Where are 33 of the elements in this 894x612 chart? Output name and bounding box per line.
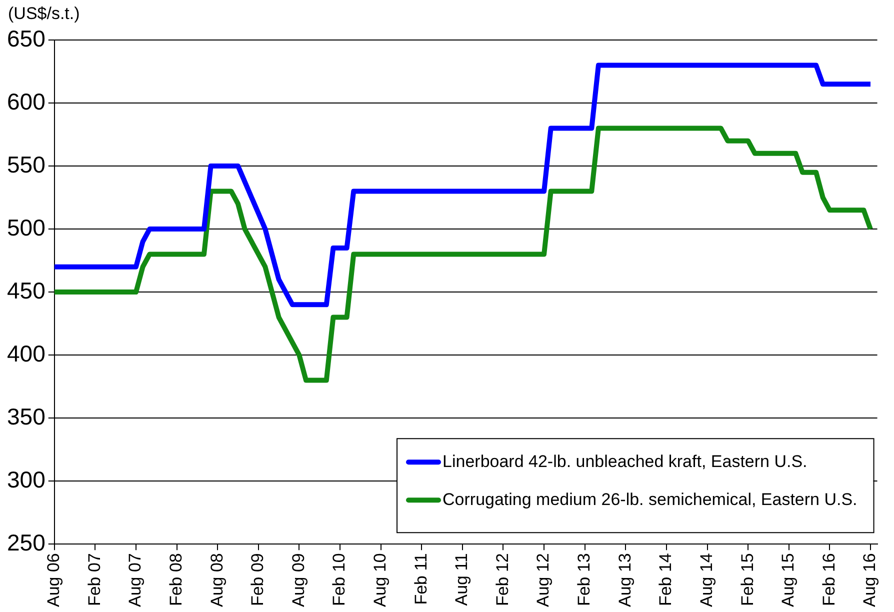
x-tick-label: Feb 07 bbox=[84, 553, 104, 606]
y-tick-label: 500 bbox=[7, 214, 46, 240]
legend-label: Corrugating medium 26-lb. semichemical, Eastern U.S. bbox=[442, 490, 858, 509]
y-tick-label: 650 bbox=[7, 25, 46, 52]
x-tick-label: Aug 13 bbox=[615, 553, 634, 608]
x-tick-label: Aug 11 bbox=[452, 553, 472, 606]
x-tick-label: Aug 16 bbox=[860, 553, 880, 608]
x-tick-label: Feb 10 bbox=[330, 553, 349, 606]
x-tick-label: Feb 08 bbox=[166, 553, 186, 606]
x-tick-label: Aug 10 bbox=[370, 553, 390, 608]
y-tick-label: 450 bbox=[7, 277, 46, 304]
x-tick-label: Feb 14 bbox=[656, 553, 676, 606]
x-tick-label: Aug 09 bbox=[288, 553, 308, 608]
legend-label: Linerboard 42-lb. unbleached kraft, Eastern U.S. bbox=[442, 452, 808, 471]
y-axis-title: (US$/s.t.) bbox=[8, 4, 80, 24]
x-tick-label: Feb 16 bbox=[819, 553, 838, 606]
y-tick-label: 350 bbox=[7, 403, 46, 430]
x-tick-label: Feb 12 bbox=[492, 553, 512, 606]
x-tick-label: Feb 09 bbox=[248, 553, 268, 606]
y-tick-label: 400 bbox=[7, 340, 46, 366]
y-tick-label: 250 bbox=[7, 529, 46, 556]
x-tick-label: Aug 06 bbox=[44, 553, 64, 608]
y-tick-label: 300 bbox=[7, 466, 46, 492]
x-tick-label: Aug 15 bbox=[778, 553, 798, 608]
x-tick-label: Aug 08 bbox=[207, 553, 226, 608]
x-tick-label: Aug 12 bbox=[534, 553, 553, 608]
x-tick-label: Feb 11 bbox=[411, 553, 430, 605]
y-tick-label: 550 bbox=[7, 151, 46, 178]
x-tick-label: Feb 13 bbox=[574, 553, 594, 606]
x-tick-label: Feb 15 bbox=[738, 553, 757, 606]
y-tick-label: 600 bbox=[7, 88, 46, 114]
x-tick-label: Aug 14 bbox=[696, 553, 716, 608]
x-tick-label: Aug 07 bbox=[126, 553, 145, 608]
